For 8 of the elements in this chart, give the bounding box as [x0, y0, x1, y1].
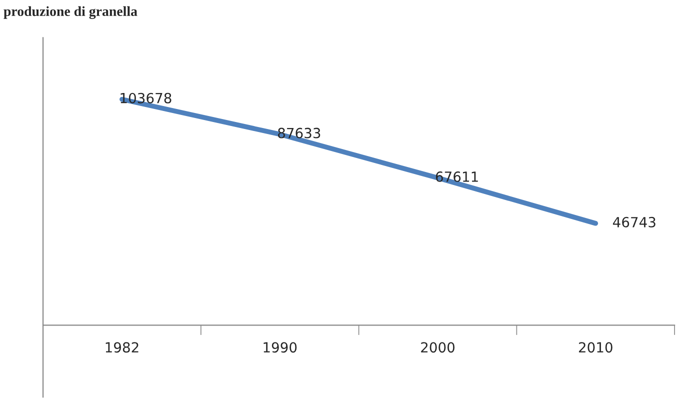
x-tick-label: 2010: [578, 342, 612, 353]
data-label: 103678: [120, 92, 172, 104]
data-label: 87633: [278, 128, 320, 138]
data-label: 46743: [612, 216, 656, 228]
x-tick-label: 1990: [264, 342, 297, 353]
x-tick-label: 1982: [106, 342, 138, 353]
chart-title: produzione di granella: [4, 6, 138, 19]
x-tick-label: 2000: [421, 342, 454, 353]
